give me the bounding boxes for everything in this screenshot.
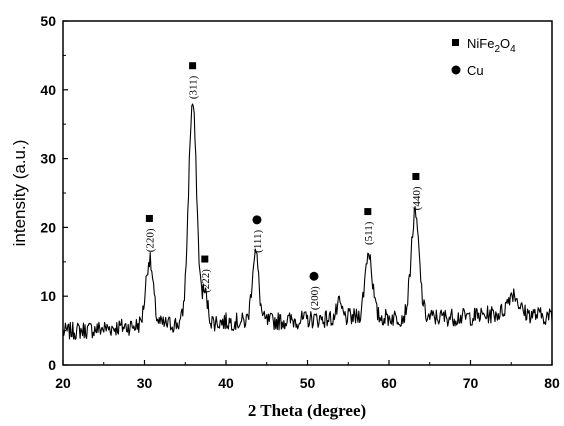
y-tick-label: 50 bbox=[40, 13, 56, 29]
x-tick-label: 70 bbox=[463, 375, 479, 391]
x-tick-label: 20 bbox=[55, 375, 71, 391]
xrd-pattern-line bbox=[62, 103, 553, 340]
x-tick-label: 40 bbox=[218, 375, 234, 391]
legend-label-nife2o4: NiFe2O4 bbox=[467, 36, 516, 55]
peak-markers: (220) (311) (222) (111) (200) (511) (440) bbox=[144, 62, 423, 310]
axis-ticks bbox=[62, 20, 553, 366]
x-axis-label: 2 Theta (degree) bbox=[248, 401, 366, 420]
legend-circle-marker bbox=[451, 65, 461, 75]
cu-peak-marker bbox=[309, 271, 319, 281]
legend-square-marker bbox=[452, 39, 459, 46]
cu-peak-marker bbox=[252, 215, 262, 225]
y-tick-label: 10 bbox=[40, 288, 56, 304]
peak-hkl-label: (440) bbox=[411, 186, 423, 210]
x-tick-label: 60 bbox=[381, 375, 397, 391]
nife2o4-peak-marker bbox=[364, 208, 372, 216]
nife2o4-peak-marker bbox=[412, 172, 420, 180]
x-tick-label: 50 bbox=[300, 375, 316, 391]
y-tick-label: 40 bbox=[40, 82, 56, 98]
y-tick-label: 30 bbox=[40, 151, 56, 167]
nife2o4-peak-marker bbox=[145, 214, 153, 222]
peak-hkl-label: (200) bbox=[309, 286, 321, 310]
y-axis-label: intensity (a.u.) bbox=[10, 140, 29, 247]
peak-hkl-label: (311) bbox=[188, 75, 200, 99]
y-tick-label: 0 bbox=[48, 357, 56, 373]
tick-labels: 20 30 40 50 60 70 80 0 10 20 30 40 50 bbox=[40, 13, 560, 391]
peak-hkl-label: (111) bbox=[252, 230, 264, 253]
x-tick-label: 30 bbox=[137, 375, 153, 391]
x-tick-label: 80 bbox=[544, 375, 560, 391]
peak-hkl-label: (220) bbox=[144, 228, 156, 252]
peak-hkl-label: (511) bbox=[363, 221, 375, 245]
y-tick-label: 20 bbox=[40, 219, 56, 235]
legend: NiFe2O4 Cu bbox=[451, 36, 516, 78]
peak-hkl-label: (222) bbox=[200, 269, 212, 293]
nife2o4-peak-marker bbox=[201, 255, 209, 263]
legend-label-cu: Cu bbox=[467, 63, 484, 78]
nife2o4-peak-marker bbox=[189, 62, 197, 70]
